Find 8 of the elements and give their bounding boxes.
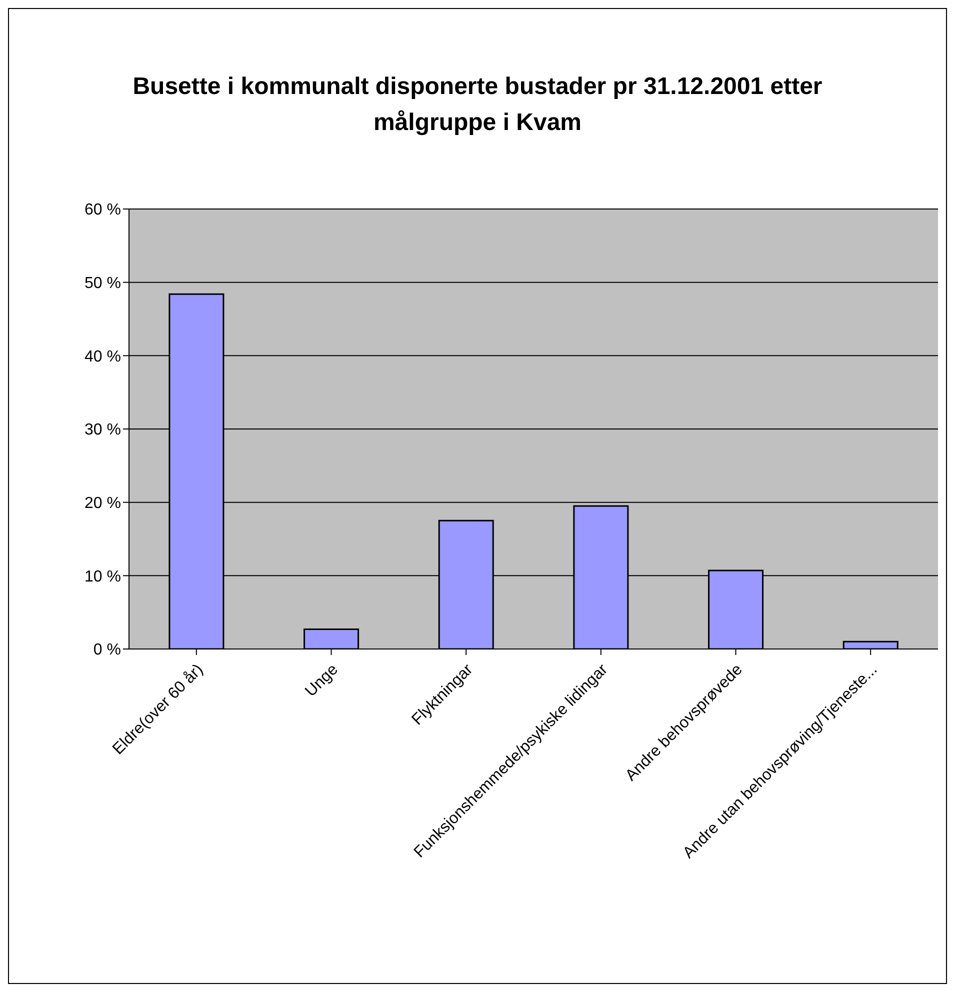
y-tick-label: 50 % (84, 275, 121, 292)
y-tick-label: 30 % (84, 422, 121, 439)
y-tick-label: 0 % (93, 642, 121, 659)
y-tick-label: 60 % (84, 202, 121, 219)
y-tick-label: 10 % (84, 568, 121, 586)
y-tick-label: 40 % (84, 348, 121, 366)
chart-title: Busette i kommunalt disponerte bustader pr 31.12.2001 etter målgruppe i Kvam (132, 72, 824, 138)
y-tick-label: 20 % (84, 495, 121, 512)
